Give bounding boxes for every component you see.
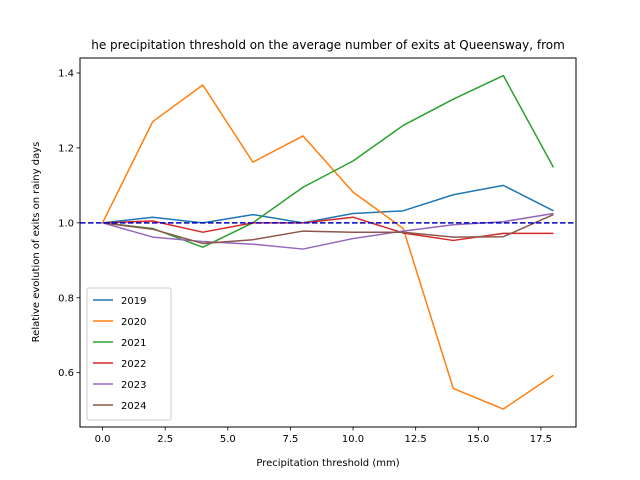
legend: 2019 2020 2021 2022 2023 2024 [86, 287, 172, 421]
x-tick-label: 17.5 [530, 434, 552, 445]
x-tick-label: 12.5 [405, 434, 427, 445]
x-tick-label: 7.5 [282, 434, 298, 445]
legend-label-2020: 2020 [121, 317, 146, 328]
y-tick-label: 1.2 [58, 143, 74, 154]
x-tick-label: 10.0 [342, 434, 364, 445]
legend-label-2019: 2019 [121, 296, 146, 307]
series-line-2019 [102, 184, 554, 224]
plot-frame [79, 57, 577, 428]
series-line-2023 [102, 212, 554, 250]
series-line-2020 [101, 84, 554, 410]
legend-label-2022: 2022 [121, 359, 146, 370]
series-line-2024 [102, 213, 554, 245]
x-axis: 0.0 2.5 5.0 7.5 10.0 12.5 15.0 17.5 [95, 427, 552, 445]
chart-title: he precipitation threshold on the averag… [91, 38, 565, 52]
y-axis: 0.6 0.8 1.0 1.2 1.4 [58, 68, 80, 379]
x-tick-label: 2.5 [157, 434, 173, 445]
x-axis-label: Precipitation threshold (mm) [256, 458, 399, 469]
plot-content [80, 74, 576, 410]
y-tick-label: 1.0 [58, 218, 74, 229]
y-tick-label: 0.8 [58, 293, 74, 304]
x-tick-label: 15.0 [467, 434, 489, 445]
legend-label-2021: 2021 [121, 338, 146, 349]
x-tick-label: 0.0 [95, 434, 111, 445]
series-line-2021 [102, 74, 555, 248]
y-tick-label: 1.4 [58, 68, 74, 79]
legend-label-2023: 2023 [121, 380, 146, 391]
y-tick-label: 0.6 [58, 368, 74, 379]
legend-label-2024: 2024 [121, 401, 146, 412]
y-axis-label: Relative evolution of exits on rainy day… [31, 142, 42, 343]
x-tick-label: 5.0 [220, 434, 236, 445]
